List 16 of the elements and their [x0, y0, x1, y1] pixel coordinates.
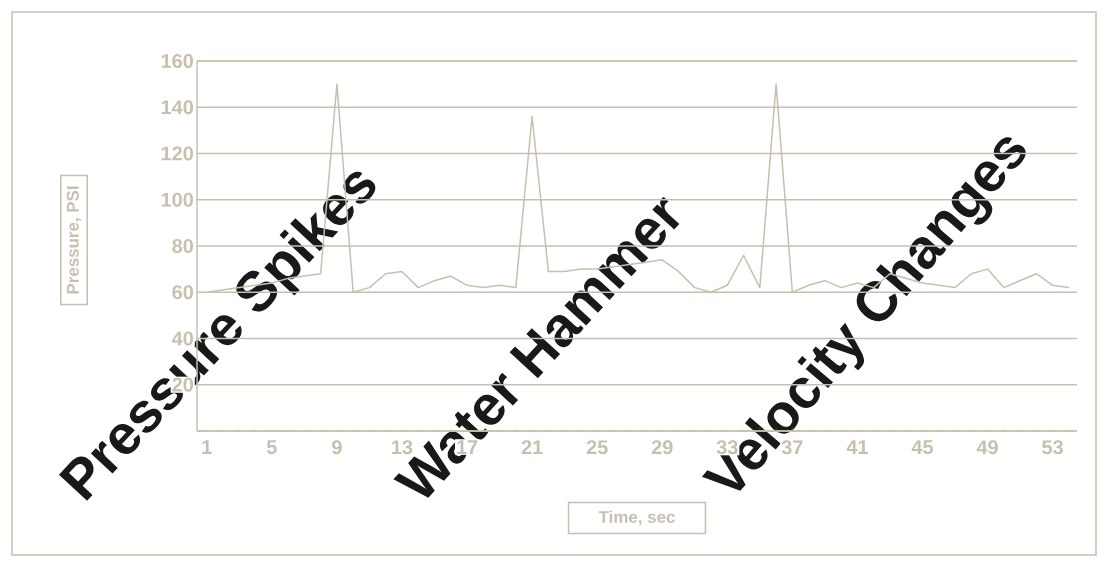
- y-tick-label: 80: [172, 238, 193, 254]
- x-tick-label: 53: [1042, 440, 1063, 455]
- x-tick-label: 5: [266, 440, 277, 455]
- y-tick-label: 100: [161, 192, 193, 207]
- x-tick-label: 9: [332, 440, 342, 455]
- x-axis-title: Time, sec: [598, 510, 675, 526]
- y-tick-label: 160: [161, 53, 193, 69]
- y-tick-label: 60: [172, 285, 193, 300]
- x-tick-label: 21: [521, 440, 543, 455]
- y-tick-label: 140: [161, 100, 193, 115]
- x-tick-label: 45: [911, 440, 934, 455]
- x-tick-label: 25: [586, 440, 608, 455]
- x-tick-label: 29: [651, 440, 673, 455]
- y-axis-title: Pressure, PSI: [66, 186, 82, 294]
- x-tick-label: 49: [976, 440, 998, 455]
- y-tick-label: 120: [161, 146, 193, 161]
